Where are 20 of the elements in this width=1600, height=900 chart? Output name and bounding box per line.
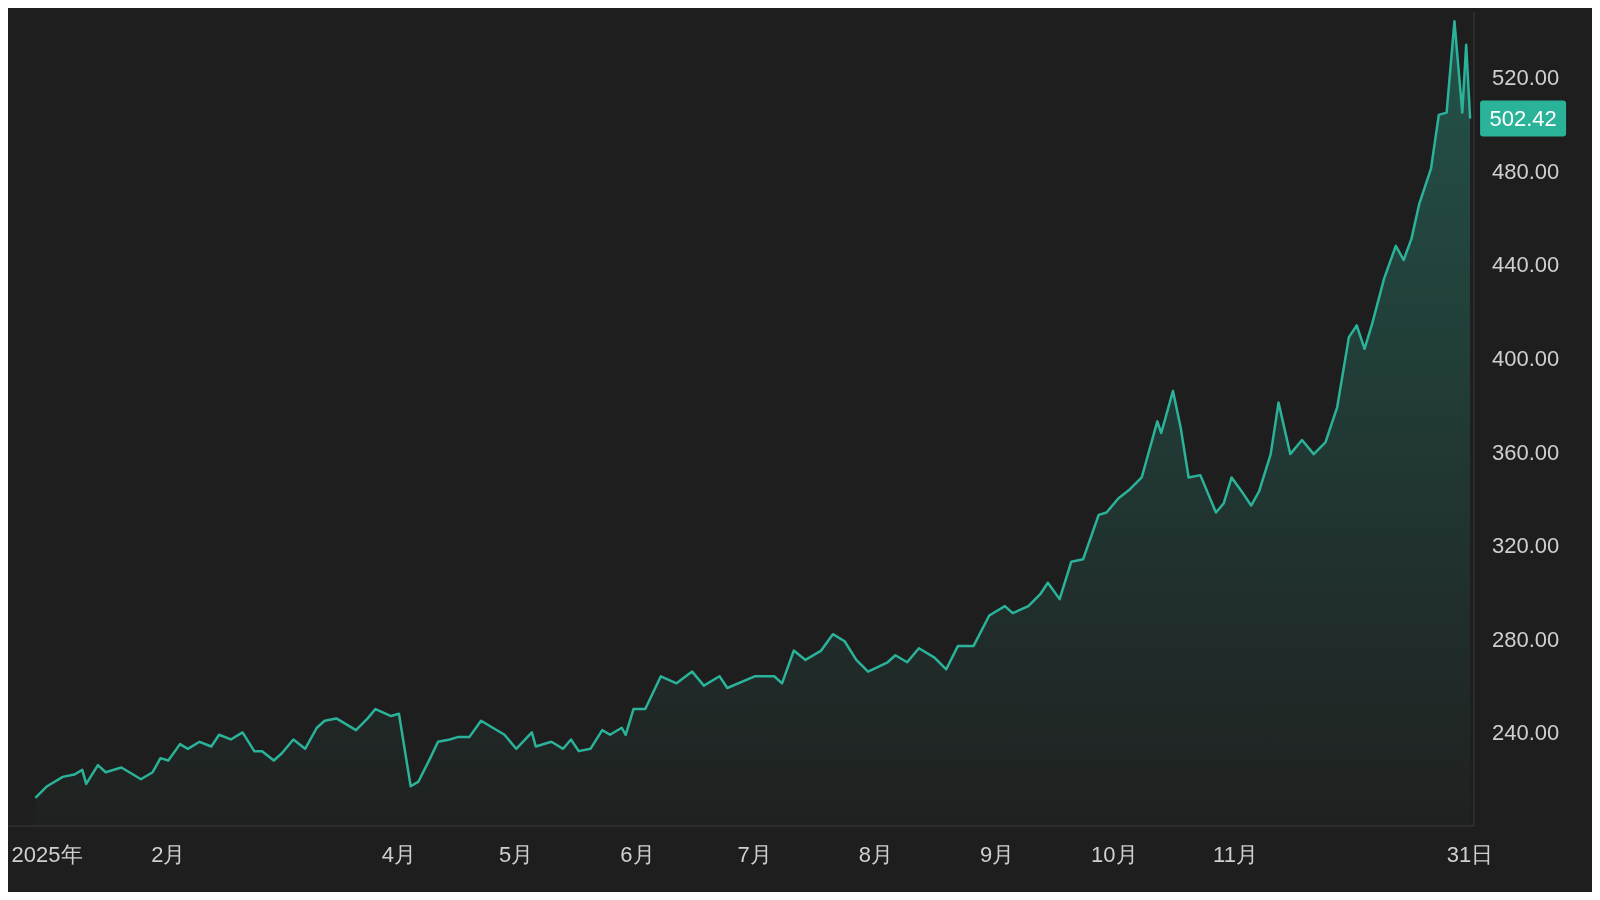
x-tick-label: 2025年 bbox=[11, 841, 83, 867]
x-tick-label: 6月 bbox=[620, 841, 655, 867]
x-tick-label: 7月 bbox=[737, 841, 772, 867]
y-tick-label: 240.00 bbox=[1492, 720, 1560, 746]
y-tick-label: 520.00 bbox=[1492, 65, 1560, 91]
y-tick-label: 400.00 bbox=[1492, 345, 1560, 371]
y-tick-label: 480.00 bbox=[1492, 158, 1560, 184]
x-tick-label: 9月 bbox=[979, 841, 1015, 867]
x-tick-label: 4月 bbox=[381, 841, 417, 867]
y-tick-label: 440.00 bbox=[1492, 252, 1560, 278]
x-tick-label: 5月 bbox=[499, 841, 534, 867]
y-tick-label: 360.00 bbox=[1492, 439, 1560, 465]
x-tick-label: 8月 bbox=[858, 841, 893, 867]
x-tick-label: 2月 bbox=[151, 841, 186, 867]
x-tick-label: 31日 bbox=[1446, 841, 1494, 867]
x-tick-label: 10月 bbox=[1091, 841, 1138, 867]
annotation: 502.42 bbox=[1489, 106, 1557, 132]
x-tick-label: 11月 bbox=[1213, 841, 1258, 867]
y-tick-label: 280.00 bbox=[1492, 626, 1560, 652]
y-tick-label: 320.00 bbox=[1492, 533, 1560, 559]
